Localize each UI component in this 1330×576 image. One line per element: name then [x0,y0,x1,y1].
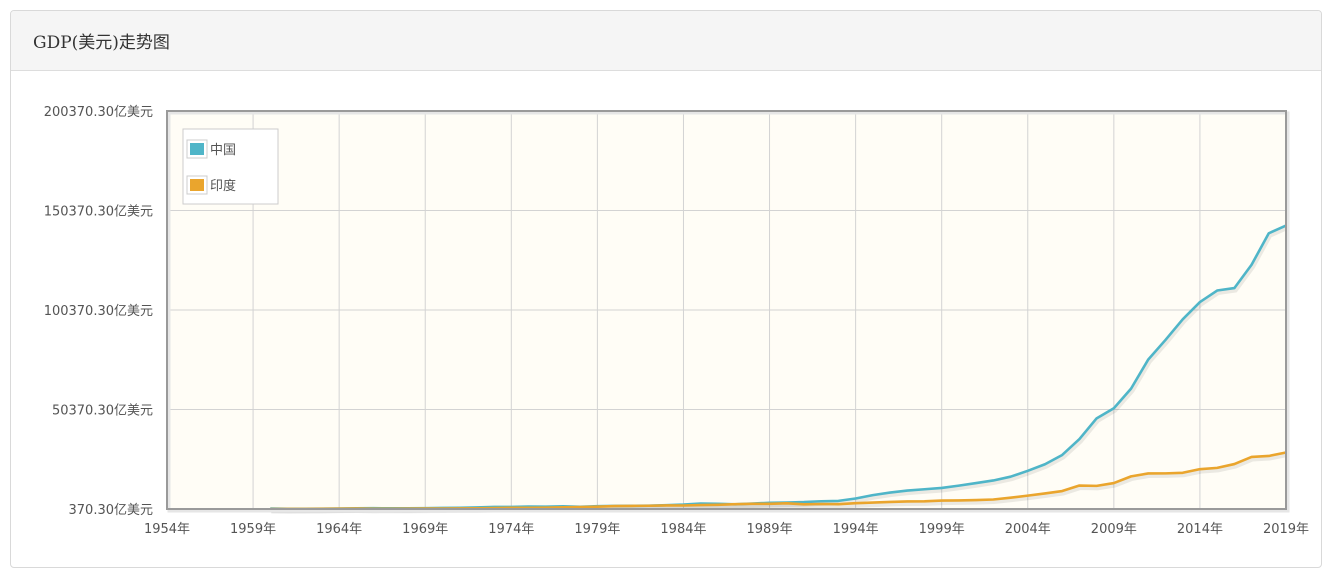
x-tick-label-2: 1964年 [316,522,362,537]
x-tick-label-4: 1974年 [488,522,534,537]
y-tick-label-0: 370.30亿美元 [69,503,154,518]
legend-label-1[interactable]: 印度 [210,178,236,194]
panel-header: GDP(美元)走势图 [11,11,1321,71]
x-tick-label-3: 1969年 [402,522,448,537]
legend-swatch-1[interactable] [190,179,204,191]
x-tick-label-1: 1959年 [230,522,276,537]
axes [166,110,1290,513]
y-tick-label-3: 150370.30亿美元 [44,205,153,220]
x-tick-label-0: 1954年 [144,522,190,537]
x-tick-label-6: 1984年 [660,522,706,537]
legend-swatch-0[interactable] [190,143,204,155]
plot-frame-shadow [167,111,1290,513]
x-tick-label-13: 2019年 [1263,522,1309,537]
x-tick-label-11: 2009年 [1091,522,1137,537]
y-tick-label-1: 50370.30亿美元 [52,404,153,419]
tick-labels: 370.30亿美元 50370.30亿美元 100370.30亿美元 150370.3… [44,105,1309,537]
legend-label-0[interactable]: 中国 [210,143,236,158]
y-tick-label-2: 100370.30亿美元 [44,304,153,319]
panel-title: GDP(美元)走势图 [33,33,170,53]
x-tick-label-5: 1979年 [574,522,620,537]
x-tick-label-9: 1999年 [919,522,965,537]
x-tick-label-7: 1989年 [746,522,792,537]
x-tick-label-8: 1994年 [833,522,879,537]
y-tick-label-4: 200370.30亿美元 [44,105,153,120]
plot-frame [166,110,1287,510]
x-tick-label-12: 2014年 [1177,522,1223,537]
x-tick-label-10: 2004年 [1005,522,1051,537]
